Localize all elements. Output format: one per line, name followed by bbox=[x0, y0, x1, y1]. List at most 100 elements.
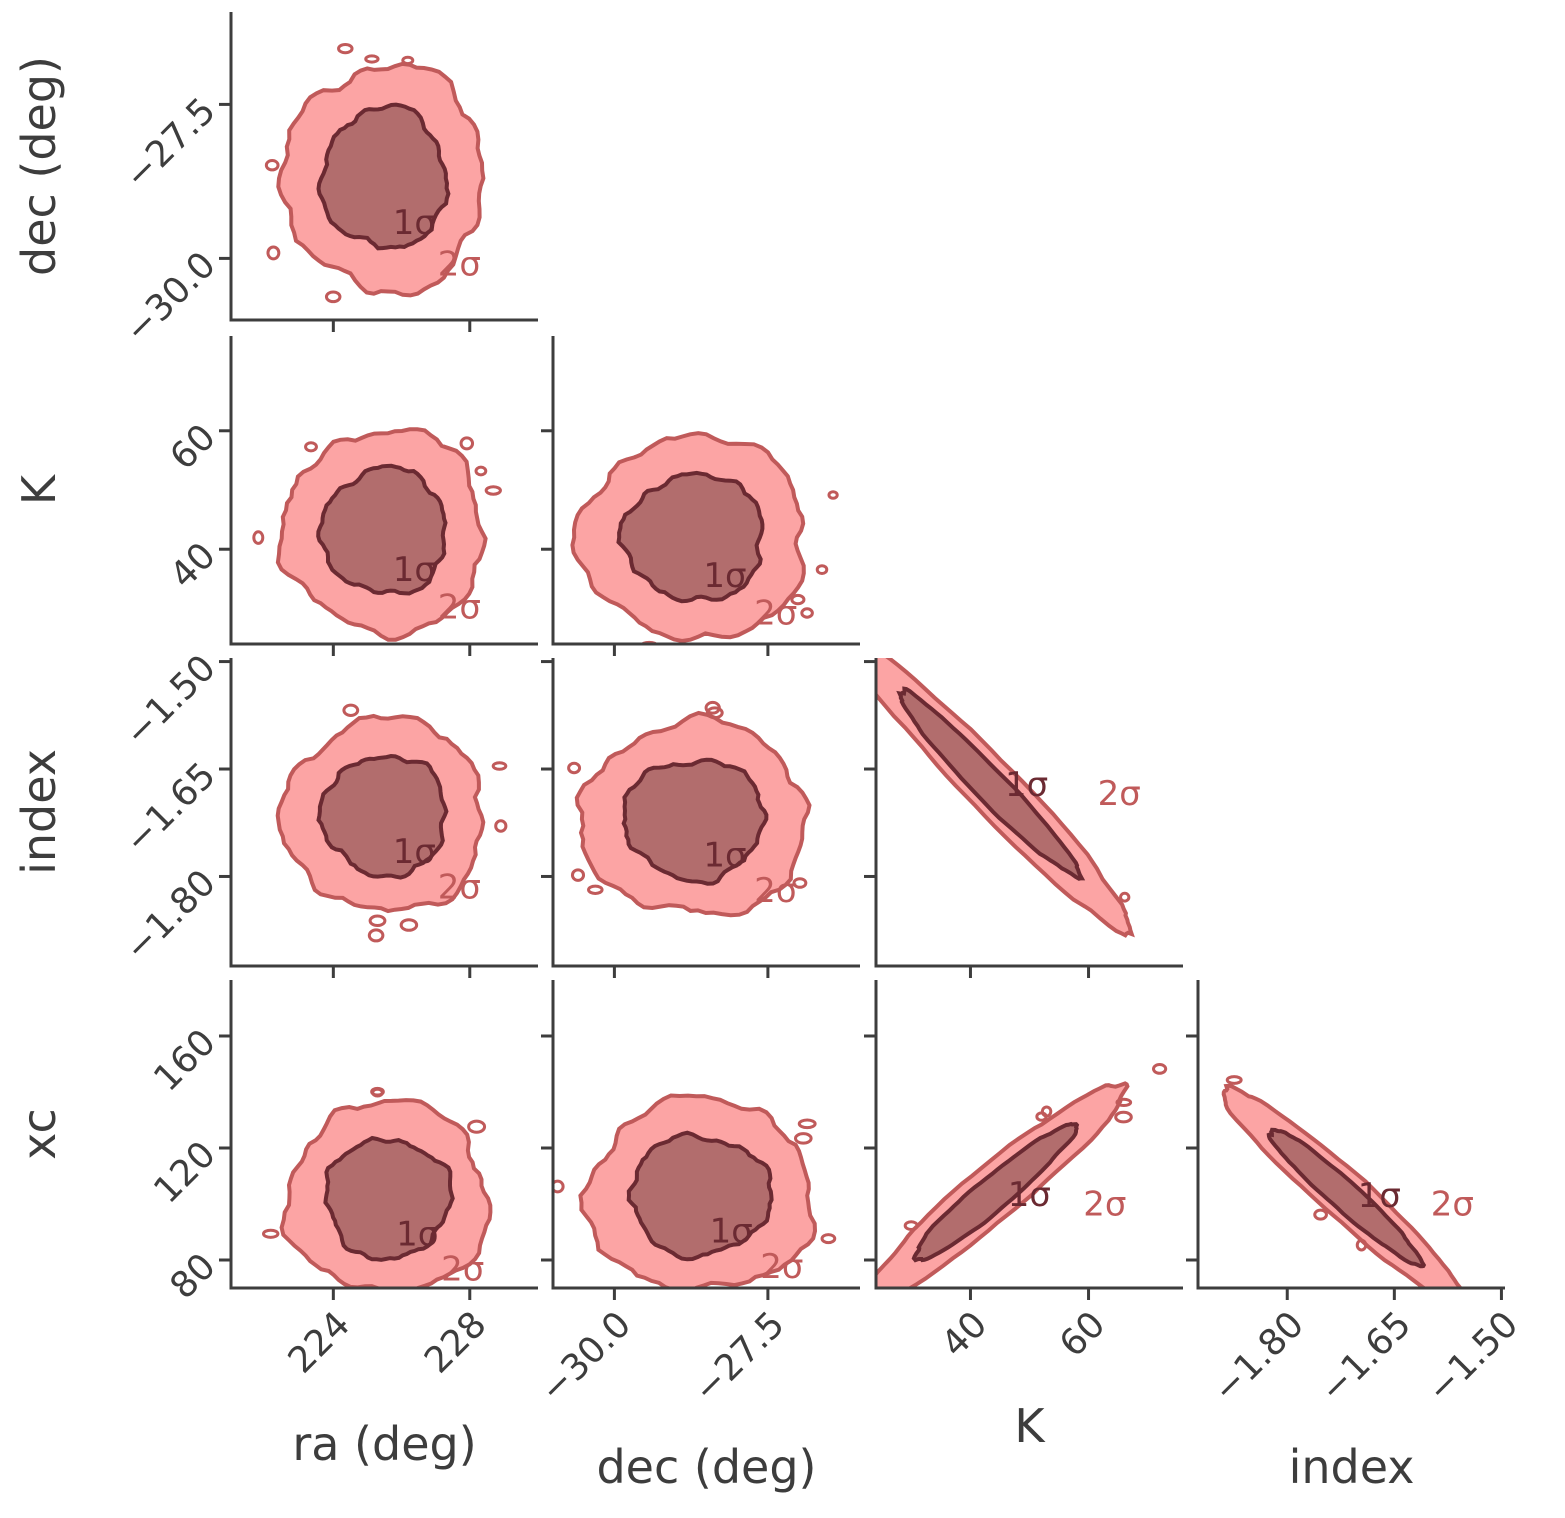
contour-2sigma-island bbox=[364, 54, 380, 64]
panel-axes bbox=[1196, 980, 1505, 1290]
contour-2sigma-island bbox=[790, 593, 806, 606]
contour-label-1sigma: 1σ bbox=[393, 550, 436, 590]
contour-2sigma-island bbox=[399, 918, 419, 932]
contour-1sigma bbox=[1266, 1127, 1427, 1269]
contour-2sigma-island bbox=[830, 600, 845, 612]
contour-2sigma-island bbox=[1114, 1110, 1133, 1124]
contour-1sigma bbox=[316, 753, 449, 880]
x-tick-label: −30.0 bbox=[532, 1304, 639, 1411]
y-tick-label: 160 bbox=[146, 1022, 224, 1100]
contour-label-1sigma: 1σ bbox=[393, 832, 436, 872]
contour-2sigma-island bbox=[797, 1118, 817, 1130]
y-tick-label: −1.80 bbox=[117, 862, 224, 969]
contour-2sigma-island bbox=[666, 1300, 680, 1309]
panel-axes bbox=[551, 658, 860, 968]
contour-2sigma-island bbox=[570, 868, 586, 882]
x-tick-label: −27.5 bbox=[686, 1304, 793, 1411]
contour-label-2sigma: 2σ bbox=[438, 867, 481, 907]
x-tick-label: 224 bbox=[281, 1304, 359, 1382]
contour-label-1sigma: 1σ bbox=[710, 1212, 753, 1252]
y-axis-label: dec (deg) bbox=[12, 56, 66, 276]
contour-2sigma-island bbox=[841, 617, 853, 627]
panel-axes bbox=[229, 980, 538, 1290]
contour-2sigma-island bbox=[903, 1220, 919, 1231]
contour-label-1sigma: 1σ bbox=[396, 1214, 439, 1254]
contour-2sigma-island bbox=[827, 490, 839, 500]
contour-2sigma-island bbox=[346, 1310, 354, 1319]
y-tick-label: 60 bbox=[162, 417, 223, 478]
contour-2sigma-island bbox=[304, 441, 318, 453]
panel-axes bbox=[229, 658, 538, 968]
contour-2sigma-island bbox=[368, 914, 387, 928]
contour-2sigma-island bbox=[1458, 1315, 1468, 1321]
contour-2sigma-island bbox=[324, 290, 342, 304]
contour-2sigma-island bbox=[401, 55, 415, 66]
contour-label-2sigma: 2σ bbox=[760, 1247, 803, 1287]
y-axis-label: index bbox=[12, 749, 66, 875]
x-tick-label: 60 bbox=[1052, 1304, 1113, 1365]
contour-2sigma-island bbox=[252, 530, 265, 545]
x-axis-label: index bbox=[1289, 1440, 1415, 1494]
contour-2sigma-island bbox=[415, 1294, 429, 1300]
contour-2sigma-island bbox=[1355, 1238, 1368, 1252]
contour-2sigma-island bbox=[567, 761, 582, 775]
contour-2sigma-island bbox=[376, 648, 387, 658]
contour-label-2sigma: 2σ bbox=[1083, 1185, 1126, 1225]
contour-1sigma bbox=[316, 102, 451, 251]
contour-2sigma-island bbox=[1313, 1208, 1328, 1221]
contour-2sigma-island bbox=[494, 819, 508, 833]
contour-2sigma-island bbox=[371, 1087, 384, 1098]
x-tick-label: −1.65 bbox=[1312, 1304, 1419, 1411]
contour-label-1sigma: 1σ bbox=[1005, 765, 1048, 805]
contour-2sigma-island bbox=[684, 655, 698, 666]
contour-2sigma-island bbox=[553, 1179, 565, 1194]
contour-label-2sigma: 2σ bbox=[754, 871, 797, 911]
contour-2sigma-island bbox=[793, 1132, 813, 1145]
contour-2sigma-island bbox=[261, 1228, 280, 1239]
y-axis-label: xc bbox=[12, 1108, 66, 1160]
contour-2sigma-island bbox=[1119, 891, 1131, 903]
y-tick-label: −1.65 bbox=[117, 755, 224, 862]
contour-2sigma-island bbox=[1417, 1287, 1428, 1288]
panel-axes bbox=[229, 336, 538, 646]
y-tick-label: −1.50 bbox=[117, 647, 224, 754]
contour-2sigma-island bbox=[660, 1295, 675, 1306]
y-tick-label: 120 bbox=[146, 1134, 224, 1212]
contour-2sigma-island bbox=[484, 485, 502, 496]
panel-axes bbox=[229, 12, 538, 322]
x-tick-label: 228 bbox=[417, 1304, 495, 1382]
panel-axes bbox=[874, 980, 1183, 1290]
contour-label-2sigma: 2σ bbox=[438, 244, 481, 284]
contour-label-2sigma: 2σ bbox=[1098, 774, 1141, 814]
contour-2sigma-island bbox=[467, 1119, 487, 1134]
panel-xc-vs-K: 1σ 2σ bbox=[864, 980, 1183, 1300]
contour-2sigma-island bbox=[817, 610, 827, 617]
y-tick-label: 80 bbox=[162, 1246, 223, 1307]
y-axis-label: K bbox=[12, 473, 66, 505]
x-axis-label: ra (deg) bbox=[292, 1417, 476, 1471]
x-axis-label: K bbox=[1014, 1399, 1046, 1453]
contour-2sigma-island bbox=[459, 436, 475, 451]
contour-2sigma-island bbox=[1225, 1075, 1243, 1085]
contour-2sigma-island bbox=[704, 700, 721, 715]
panel-axes bbox=[551, 336, 860, 646]
contour-2sigma-island bbox=[1115, 1097, 1133, 1108]
contour-label-1sigma: 1σ bbox=[1008, 1175, 1051, 1215]
y-tick-label: −30.0 bbox=[117, 244, 224, 351]
contour-label-1sigma: 1σ bbox=[1358, 1176, 1401, 1216]
contour-2sigma-island bbox=[820, 1233, 837, 1245]
x-tick-label: −1.50 bbox=[1419, 1304, 1526, 1411]
y-tick-label: −27.5 bbox=[117, 90, 224, 197]
contour-label-1sigma: 1σ bbox=[703, 556, 746, 596]
contour-2sigma-island bbox=[640, 640, 659, 644]
x-tick-label: −1.80 bbox=[1205, 1304, 1312, 1411]
contour-2sigma-island bbox=[838, 620, 849, 629]
contour-1sigma bbox=[621, 757, 769, 886]
